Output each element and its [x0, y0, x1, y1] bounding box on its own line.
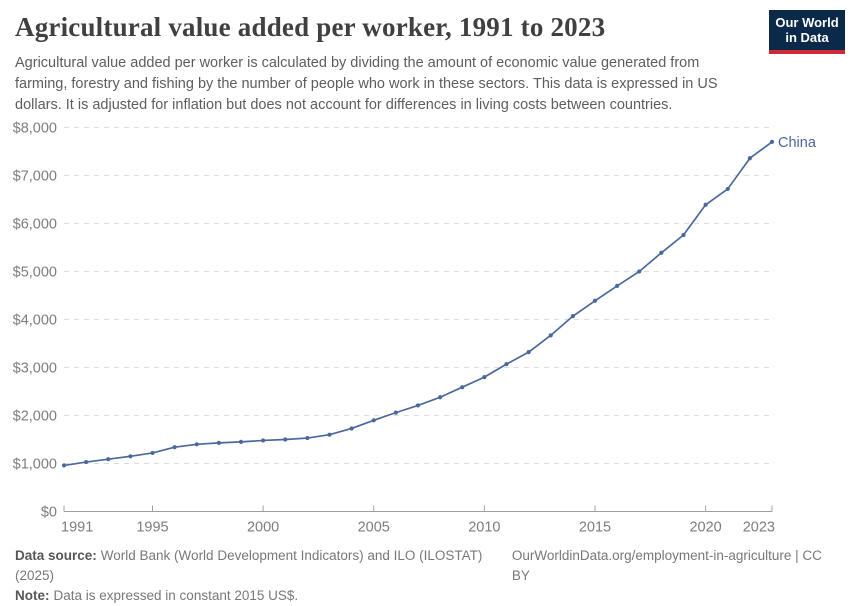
- owid-logo: Our World in Data: [769, 10, 845, 54]
- chart-header: Agricultural value added per worker, 199…: [15, 12, 760, 116]
- data-point: [128, 454, 133, 459]
- x-axis-label: 2000: [247, 520, 279, 536]
- data-point: [172, 445, 177, 450]
- data-point: [393, 410, 398, 415]
- x-axis-label: 1991: [61, 520, 93, 536]
- data-point: [703, 202, 708, 207]
- data-point: [637, 269, 642, 274]
- note-label: Note:: [15, 588, 50, 603]
- data-point: [150, 450, 155, 456]
- data-line: [63, 141, 773, 467]
- data-point: [747, 156, 752, 161]
- x-axis-label: 2023: [743, 520, 775, 536]
- data-point: [659, 250, 664, 255]
- y-axis-label: $3,000: [13, 361, 57, 377]
- data-point: [570, 314, 575, 319]
- y-axis-label: $0: [41, 505, 57, 521]
- data-point: [769, 139, 775, 144]
- data-point: [504, 362, 509, 367]
- data-source-label: Data source:: [15, 548, 97, 563]
- data-point: [349, 426, 354, 431]
- page-title: Agricultural value added per worker, 199…: [15, 12, 606, 42]
- data-point: [681, 232, 686, 238]
- chart-footer: Data source: World Bank (World Developmen…: [15, 546, 835, 606]
- data-point: [216, 440, 221, 445]
- data-source-text: World Bank (World Development Indicators…: [15, 548, 483, 583]
- data-source: Data source: World Bank (World Developmen…: [15, 546, 512, 586]
- y-axis-label: $5,000: [13, 265, 57, 281]
- owid-logo-line2: in Data: [785, 30, 829, 45]
- data-point: [194, 442, 199, 447]
- data-point: [526, 350, 531, 355]
- y-axis-label: $6,000: [13, 217, 57, 233]
- data-point: [61, 463, 67, 468]
- x-axis-label: 2015: [579, 520, 611, 536]
- data-point: [460, 385, 465, 390]
- y-axis-label: $2,000: [13, 409, 57, 425]
- data-point: [548, 333, 553, 338]
- data-point: [238, 439, 244, 444]
- series-end-label: China: [778, 135, 817, 151]
- owid-logo-line1: Our World: [775, 15, 839, 30]
- footer-note-row: Note: Data is expressed in constant 2015 …: [15, 586, 835, 606]
- y-axis-label: $8,000: [13, 121, 57, 137]
- data-point: [482, 375, 487, 380]
- x-axis-label: 1995: [136, 520, 168, 536]
- y-axis-label: $1,000: [13, 457, 57, 473]
- data-point: [615, 283, 620, 288]
- data-point: [84, 459, 89, 465]
- data-point: [261, 438, 266, 443]
- data-point: [106, 457, 111, 462]
- y-axis-label: $7,000: [13, 169, 57, 185]
- data-point: [371, 418, 376, 423]
- data-point: [725, 186, 730, 192]
- data-point: [305, 435, 310, 441]
- data-point: [327, 432, 332, 437]
- x-axis-label: 2005: [358, 520, 390, 536]
- data-point: [438, 395, 443, 400]
- note-text: Data is expressed in constant 2015 US$.: [53, 588, 299, 603]
- data-point: [415, 403, 421, 408]
- line-chart: $0 $1,000 $2,000 $3,000 $4,000 $5,000 $6,000 $7…: [13, 121, 817, 536]
- data-point: [592, 298, 598, 303]
- chart-area: $0 $1,000 $2,000 $3,000 $4,000 $5,000 $6,000 $7…: [0, 105, 850, 550]
- x-axis-label: 2020: [689, 520, 721, 536]
- x-axis-label: 2010: [468, 520, 500, 536]
- footer-link: OurWorldinData.org/employment-in-agricul…: [511, 548, 822, 583]
- data-point: [283, 437, 288, 442]
- chart-subtitle: Agricultural value added per worker is c…: [15, 55, 718, 114]
- footer-source-row: Data source: World Bank (World Developmen…: [15, 546, 835, 586]
- y-axis-label: $4,000: [13, 313, 57, 329]
